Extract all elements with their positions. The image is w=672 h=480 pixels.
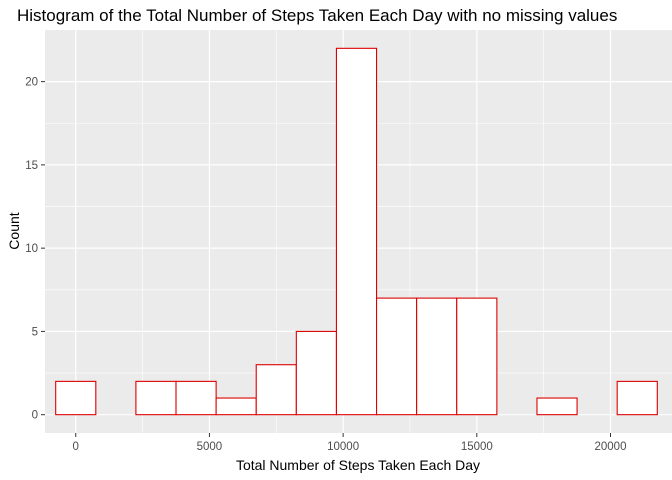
y-tick-label: 15 — [25, 160, 38, 172]
x-axis-ticks: 0 5000 10000 15000 20000 — [73, 433, 627, 453]
histogram-bar — [536, 397, 578, 416]
histogram-bar — [375, 297, 418, 416]
histogram-bar — [416, 297, 458, 416]
histogram-bar — [135, 380, 177, 416]
y-tick-label: 0 — [32, 410, 38, 422]
x-tick-label: 0 — [73, 441, 79, 453]
y-axis-ticks: 0 5 10 15 20 — [25, 77, 45, 422]
histogram-bar — [215, 397, 257, 416]
x-tick-label: 10000 — [327, 441, 359, 453]
x-tick-label: 15000 — [461, 441, 493, 453]
histogram-bar — [295, 330, 337, 416]
histogram-bar — [456, 297, 498, 416]
x-tick-label: 20000 — [595, 441, 627, 453]
histogram-bar — [335, 47, 378, 416]
histogram-bar — [255, 364, 297, 416]
histogram-bar — [616, 380, 658, 416]
y-axis-title: Count — [6, 212, 22, 249]
chart-title: Histogram of the Total Number of Steps T… — [17, 6, 617, 25]
histogram-bar — [55, 380, 97, 416]
y-tick-label: 20 — [25, 77, 38, 89]
x-tick-label: 5000 — [197, 441, 223, 453]
x-axis-title: Total Number of Steps Taken Each Day — [236, 457, 480, 473]
y-tick-label: 5 — [32, 326, 38, 338]
histogram-bars — [55, 47, 658, 416]
histogram-bar — [175, 380, 217, 416]
y-tick-label: 10 — [25, 243, 38, 255]
